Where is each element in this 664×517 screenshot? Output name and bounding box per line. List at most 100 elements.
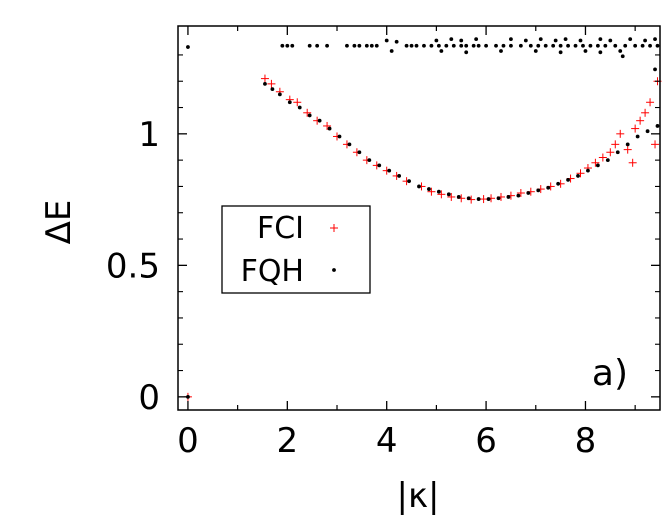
fqh-legend-dot [332,268,336,272]
x-tick-label: 0 [177,421,199,461]
fqh-point [290,43,295,48]
fqh-point [653,37,657,42]
fqh-point [653,67,657,72]
fqh-point [352,43,357,48]
fqh-point [588,43,593,48]
legend-label-fqh: FQH [241,254,304,289]
fci-point [641,108,650,117]
fqh-point [620,54,625,59]
fqh-point [623,43,628,48]
fqh-point [317,118,322,123]
x-tick-label: 2 [276,421,298,461]
fqh-point [397,174,402,178]
fqh-point [655,43,660,48]
fqh-point [357,43,362,48]
fqh-point [509,37,513,42]
fqh-point [625,142,630,147]
fqh-point [387,168,392,173]
fqh-point [536,43,541,48]
fqh-point [369,43,374,48]
fqh-point [345,43,349,48]
fqh-point [417,184,421,189]
fqh-point [464,50,469,55]
fci-point [303,108,312,117]
fqh-point [476,43,481,48]
fci-point [323,121,332,130]
fqh-point [456,195,461,199]
fqh-point [337,134,342,139]
fqh-point [476,197,481,201]
fci-point [267,79,276,88]
fqh-point [429,43,434,48]
y-tick-label: 0.5 [106,246,160,286]
fqh-point [645,129,650,134]
plot-frame [177,25,661,411]
panel-label: a) [592,353,628,394]
fqh-point [543,43,548,48]
fqh-point [407,179,411,184]
fqh-point [633,43,638,48]
fqh-point [315,43,320,48]
x-tick-label: 4 [376,421,398,461]
fqh-point [280,43,285,48]
fqh-point [516,193,521,198]
fqh-point [471,43,476,48]
legend-marker-fci [330,224,338,232]
fqh-point [414,43,419,48]
fci-point [631,124,640,133]
legend: FCI FQH [221,205,371,294]
fqh-point [270,87,275,92]
y-tick-labels: 00.51 [106,115,160,418]
y-axis-label: ΔE [39,200,79,245]
fqh-point [436,189,441,194]
fci-point [598,153,607,162]
fci-point [447,192,456,201]
fci-point [606,148,615,157]
fqh-point [598,50,603,55]
fqh-point [389,49,394,53]
fqh-point [566,177,570,182]
fqh-point [613,43,618,48]
fqh-point [556,181,561,186]
fqh-point [186,394,190,399]
fqh-point [394,39,399,44]
plot-marks [183,37,662,401]
fci-point [623,145,632,154]
fqh-point [551,43,556,48]
fqh-point [496,196,501,201]
fci-point [516,189,525,198]
fqh-point [615,150,620,155]
fqh-point [573,43,578,48]
fci-point [636,116,645,125]
fqh-point [558,50,563,55]
fqh-point [439,49,444,53]
fqh-point [434,38,439,43]
fqh-point [595,163,600,168]
fqh-point [635,134,640,139]
fqh-point [523,38,528,43]
fqh-point [474,37,479,42]
fci-point [260,74,269,83]
fqh-point [459,43,464,48]
fqh-point [533,49,538,53]
fqh-point [364,43,369,48]
fqh-point [377,163,382,168]
fqh-point [605,158,610,163]
fci-point [293,98,302,107]
fqh-point [186,45,190,49]
legend-label-fci: FCI [257,211,304,246]
fqh-point [285,43,290,48]
fqh-point [546,185,551,190]
fci-point [651,140,660,149]
fci-point [479,195,488,204]
fqh-point [466,196,471,201]
fci-point [576,169,585,178]
fqh-point [648,43,652,48]
fqh-point [528,43,533,48]
fqh-point [603,43,608,48]
fqh-point [598,37,603,42]
fqh-point [518,43,523,48]
fci-point [591,158,600,167]
fqh-point [277,92,282,97]
